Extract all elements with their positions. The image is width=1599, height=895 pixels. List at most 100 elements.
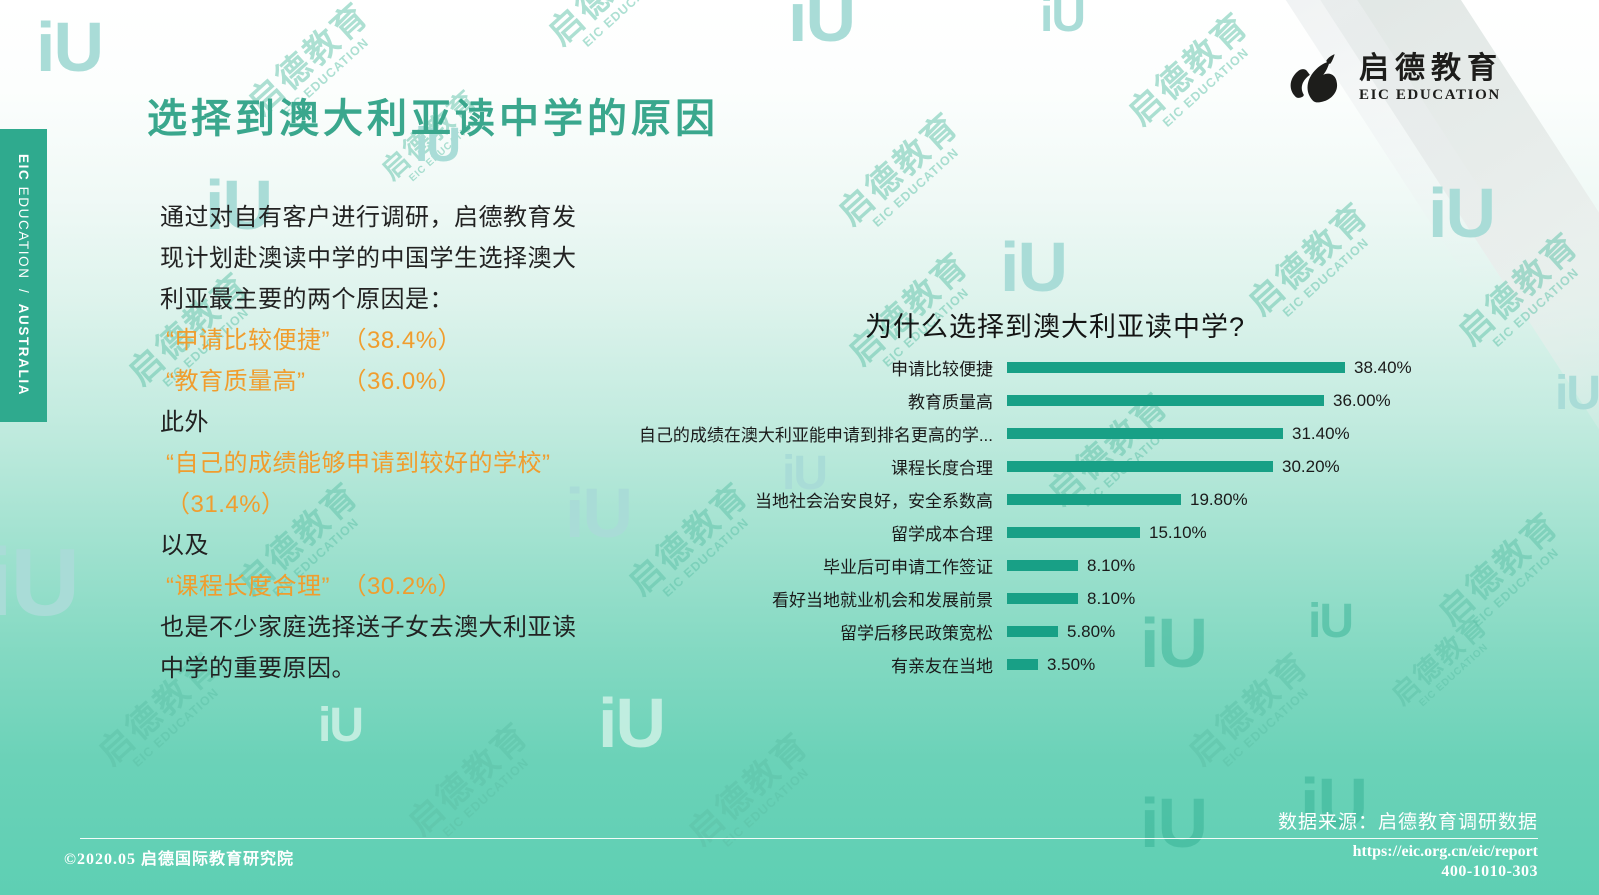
chart-value-label: 19.80% — [1190, 489, 1248, 509]
eic-iu-logo-watermark: iU — [1428, 174, 1496, 252]
chart-value-label: 3.50% — [1047, 654, 1096, 674]
footer-phone-number: 400-1010-303 — [1441, 863, 1538, 880]
paragraph-line-highlight: “教育质量高” （36.0%） — [166, 368, 463, 395]
chart-bar — [1007, 560, 1078, 571]
watermark-cn: 启德教育 — [1431, 505, 1567, 633]
logo-en-text: EIC EDUCATION — [1359, 87, 1501, 103]
chart-row: 留学后移民政策宽松 5.80% — [630, 615, 1440, 648]
chart-bar — [1007, 494, 1181, 505]
chart-value-label: 38.40% — [1354, 357, 1412, 377]
eic-iu-logo-watermark: iU — [1140, 784, 1208, 862]
chart-bar — [1007, 659, 1038, 670]
chart-value-label: 8.10% — [1087, 588, 1136, 608]
eic-iu-logo-watermark: iU — [415, 119, 461, 172]
watermark-cn: 启德教育 — [831, 105, 967, 233]
sidebar-australia-label: AUSTRALIA — [16, 304, 31, 397]
paragraph-line: 利亚最主要的两个原因是： — [160, 286, 454, 313]
eic-iu-logo-watermark: iU — [1308, 595, 1354, 648]
chart-category-label: 教育质量高 — [908, 393, 993, 412]
chart-category-label: 申请比较便捷 — [891, 360, 993, 379]
watermark-cn: 启德教育 — [1241, 195, 1377, 323]
eic-iu-logo-watermark: iU — [318, 699, 364, 752]
paragraph-line: 也是不少家庭选择送子女去澳大利亚读 — [160, 614, 577, 641]
eic-logo-icon — [1290, 54, 1338, 103]
chart-bar — [1007, 461, 1273, 472]
eic-iu-logo-watermark: iU — [565, 474, 633, 552]
footer-report-url: https://eic.org.cn/eic/report — [1352, 843, 1538, 860]
eic-iu-logo-watermark: iU — [36, 8, 104, 86]
chart-row: 教育质量高 36.00% — [630, 384, 1440, 417]
chart-value-label: 36.00% — [1333, 390, 1391, 410]
chart-row: 课程长度合理 30.20% — [630, 450, 1440, 483]
chart-bar — [1007, 527, 1140, 538]
chart-value-label: 8.10% — [1087, 555, 1136, 575]
sidebar-vertical-label: EIC EDUCATION / AUSTRALIA — [16, 154, 31, 396]
chart-row: 自己的成绩在澳大利亚能申请到排名更高的学... 31.40% — [630, 417, 1440, 450]
chart-bar — [1007, 362, 1345, 373]
eic-iu-logo-watermark: iU — [0, 529, 80, 636]
chart-category-label: 自己的成绩在澳大利亚能申请到排名更高的学... — [638, 426, 993, 445]
chart-category-label: 课程长度合理 — [891, 459, 993, 478]
logo-cn-text: 启德教育 — [1359, 52, 1503, 85]
chart-value-label: 5.80% — [1067, 621, 1116, 641]
footer-data-source: 数据来源：启德教育调研数据 — [1277, 812, 1538, 833]
paragraph-line: 此外 — [160, 409, 209, 436]
chart-row: 毕业后可申请工作签证 8.10% — [630, 549, 1440, 582]
page-title: 选择到澳大利亚读中学的原因 — [147, 97, 719, 141]
eic-iu-logo-watermark: iU — [1140, 604, 1208, 682]
eic-iu-logo-watermark: iU — [1300, 764, 1368, 842]
eic-iu-logo-watermark: iU — [598, 684, 666, 762]
chart-row: 留学成本合理 15.10% — [630, 516, 1440, 549]
chart-row: 当地社会治安良好，安全系数高 19.80% — [630, 483, 1440, 516]
intro-paragraph: 通过对自有客户进行调研，启德教育发 现计划赴澳读中学的中国学生选择澳大 利亚最主… — [160, 197, 630, 689]
paragraph-line: 通过对自有客户进行调研，启德教育发 — [160, 204, 577, 231]
footer-divider-line — [80, 838, 1538, 839]
chart-row: 申请比较便捷 38.40% — [630, 351, 1440, 384]
sidebar-eic-label: EIC — [16, 154, 31, 182]
watermark-cn: 启德教育 — [681, 725, 817, 853]
paragraph-line-highlight: “申请比较便捷” （38.4%） — [166, 327, 463, 354]
chart-value-label: 31.40% — [1292, 423, 1350, 443]
sidebar-education-label: EDUCATION — [16, 187, 31, 281]
eic-iu-logo-watermark: iU — [1040, 0, 1086, 42]
paragraph-line-highlight: “课程长度合理” （30.2%） — [166, 573, 463, 600]
paragraph-line: 以及 — [160, 532, 209, 559]
chart-bar — [1007, 395, 1324, 406]
chart-category-label: 毕业后可申请工作签证 — [823, 558, 993, 577]
chart-bar — [1007, 428, 1283, 439]
chart-value-label: 30.20% — [1282, 456, 1340, 476]
reasons-bar-chart: 为什么选择到澳大利亚读中学? 申请比较便捷 38.40% 教育质量高 36.00… — [630, 305, 1440, 681]
chart-bar — [1007, 593, 1078, 604]
paragraph-line: 中学的重要原因。 — [160, 655, 356, 682]
eic-iu-logo-watermark: iU — [1000, 228, 1068, 306]
sidebar-separator: / — [16, 289, 31, 295]
eic-iu-logo-watermark: iU — [205, 166, 273, 244]
eic-iu-logo-watermark: iU — [788, 0, 856, 56]
watermark-cn: 启德教育 — [1121, 5, 1257, 133]
chart-bar — [1007, 626, 1058, 637]
sidebar-tab-eic-australia: EIC EDUCATION / AUSTRALIA — [0, 129, 47, 422]
chart-row: 看好当地就业机会和发展前景 8.10% — [630, 582, 1440, 615]
chart-row: 有亲友在当地 3.50% — [630, 648, 1440, 681]
eic-brand-logo: 启德教育 EIC EDUCATION — [1283, 48, 1503, 110]
paragraph-line-highlight: “自己的成绩能够申请到较好的学校” — [166, 450, 551, 477]
chart-category-label: 有亲友在当地 — [891, 657, 993, 676]
footer-copyright: ©2020.05 启德国际教育研究院 — [64, 851, 294, 868]
chart-value-label: 15.10% — [1149, 522, 1207, 542]
chart-title: 为什么选择到澳大利亚读中学? — [864, 312, 1245, 342]
eic-iu-logo-watermark: iU — [1555, 367, 1599, 420]
paragraph-line: 现计划赴澳读中学的中国学生选择澳大 — [160, 245, 577, 272]
chart-category-label: 留学后移民政策宽松 — [840, 624, 993, 643]
eic-iu-logo-watermark: iU — [782, 447, 828, 500]
paragraph-line-highlight: （31.4%） — [166, 491, 286, 518]
chart-category-label: 当地社会治安良好，安全系数高 — [755, 492, 993, 511]
chart-category-label: 留学成本合理 — [891, 525, 993, 544]
chart-category-label: 看好当地就业机会和发展前景 — [772, 591, 993, 610]
